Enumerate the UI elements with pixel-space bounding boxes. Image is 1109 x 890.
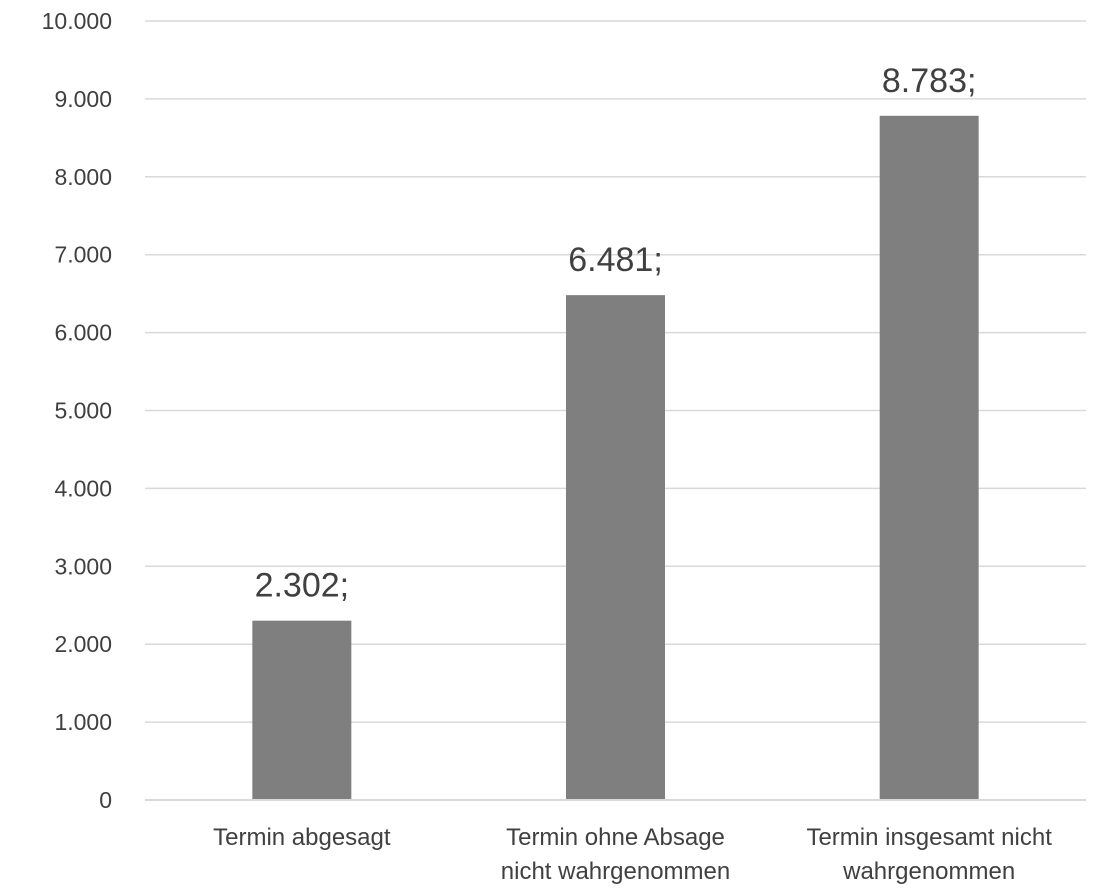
y-tick-label: 3.000	[54, 553, 112, 579]
y-tick-label: 2.000	[54, 631, 112, 657]
bars	[252, 115, 979, 800]
y-tick-label: 1.000	[54, 709, 112, 735]
category-label: Termin insgesamt nicht	[806, 824, 1052, 851]
y-tick-label: 9.000	[54, 86, 112, 112]
data-label: 6.481;	[568, 241, 663, 279]
y-tick-label: 10.000	[42, 8, 112, 34]
data-label: 8.783;	[882, 62, 977, 100]
y-tick-label: 5.000	[54, 398, 112, 424]
category-label: Termin abgesagt	[213, 824, 391, 851]
category-label: Termin ohne Absage	[506, 824, 725, 851]
y-tick-label: 8.000	[54, 164, 112, 190]
y-tick-label: 4.000	[54, 475, 112, 501]
bar	[566, 295, 665, 800]
y-axis-tick-labels: 0 1.000 2.000 3.000 4.000 5.000 6.000 7.000 8.00…	[42, 8, 112, 813]
y-tick-label: 6.000	[54, 320, 112, 346]
x-axis-category-labels: Termin abgesagt Termin ohne Absage nicht w…	[213, 824, 1052, 885]
y-tick-label: 7.000	[54, 242, 112, 268]
category-label: wahrgenommen	[842, 858, 1015, 885]
y-tick-label: 0	[99, 787, 112, 813]
bar	[879, 115, 979, 800]
bar	[252, 620, 352, 800]
category-label: nicht wahrgenommen	[501, 858, 730, 885]
data-labels: 2.302; 6.481; 8.783;	[255, 62, 977, 605]
data-label: 2.302;	[255, 567, 350, 605]
